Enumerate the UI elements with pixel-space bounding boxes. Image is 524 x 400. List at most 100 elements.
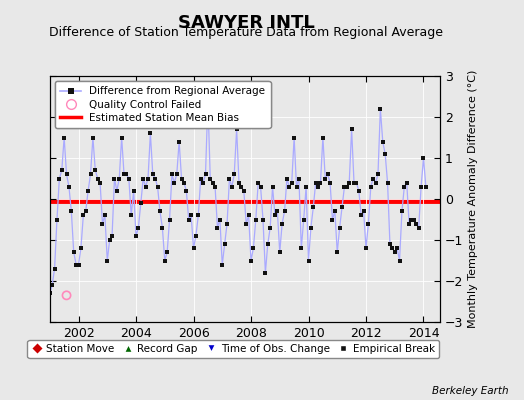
Point	[151, 175, 159, 182]
Point	[223, 220, 231, 227]
Point	[266, 224, 275, 231]
Point	[163, 249, 171, 256]
Point	[374, 171, 382, 178]
Point	[160, 257, 169, 264]
Point	[400, 184, 409, 190]
Point	[304, 257, 313, 264]
Point	[254, 179, 263, 186]
Point	[115, 175, 124, 182]
Point	[328, 216, 336, 223]
Point	[294, 175, 303, 182]
Point	[264, 241, 272, 247]
Point	[235, 179, 243, 186]
Point	[343, 184, 351, 190]
Point	[350, 179, 358, 186]
Point	[364, 220, 373, 227]
Point	[390, 249, 399, 256]
Y-axis label: Monthly Temperature Anomaly Difference (°C): Monthly Temperature Anomaly Difference (…	[467, 70, 477, 328]
Point	[70, 249, 78, 256]
Point	[120, 171, 128, 178]
Point	[67, 208, 75, 214]
Point	[326, 179, 334, 186]
Point	[386, 241, 394, 247]
Point	[259, 216, 267, 223]
Point	[103, 257, 112, 264]
Point	[211, 184, 219, 190]
Text: Berkeley Earth: Berkeley Earth	[432, 386, 508, 396]
Point	[117, 134, 126, 141]
Point	[48, 282, 57, 288]
Point	[393, 245, 401, 251]
Point	[82, 208, 90, 214]
Point	[297, 245, 305, 251]
Point	[249, 245, 258, 251]
Point	[290, 134, 298, 141]
Point	[285, 184, 293, 190]
Point	[99, 220, 107, 227]
Point	[384, 179, 392, 186]
Point	[316, 179, 325, 186]
Point	[65, 184, 73, 190]
Point	[359, 208, 368, 214]
Point	[204, 98, 212, 104]
Point	[77, 245, 85, 251]
Point	[422, 184, 430, 190]
Point	[338, 204, 346, 210]
Point	[113, 188, 121, 194]
Point	[172, 171, 181, 178]
Point	[146, 130, 155, 136]
Point	[412, 220, 420, 227]
Point	[233, 126, 241, 132]
Point	[227, 184, 236, 190]
Point	[58, 167, 66, 174]
Point	[244, 212, 253, 218]
Point	[122, 171, 130, 178]
Point	[340, 184, 348, 190]
Text: Difference of Station Temperature Data from Regional Average: Difference of Station Temperature Data f…	[49, 26, 443, 39]
Point	[395, 257, 403, 264]
Point	[199, 179, 208, 186]
Point	[141, 184, 150, 190]
Point	[84, 188, 92, 194]
Point	[125, 175, 133, 182]
Point	[166, 216, 174, 223]
Point	[132, 233, 140, 239]
Point	[93, 175, 102, 182]
Point	[62, 171, 71, 178]
Point	[309, 204, 318, 210]
Point	[352, 179, 361, 186]
Point	[192, 233, 200, 239]
Point	[378, 138, 387, 145]
Point	[96, 179, 104, 186]
Point	[46, 290, 54, 296]
Point	[50, 266, 59, 272]
Point	[321, 175, 330, 182]
Point	[242, 220, 250, 227]
Point	[213, 224, 222, 231]
Point	[139, 175, 147, 182]
Point	[180, 179, 188, 186]
Point	[376, 106, 385, 112]
Point	[381, 151, 389, 157]
Legend: Difference from Regional Average, Quality Control Failed, Estimated Station Mean: Difference from Regional Average, Qualit…	[55, 81, 270, 128]
Point	[225, 175, 234, 182]
Point	[129, 188, 138, 194]
Point	[278, 220, 286, 227]
Point	[333, 249, 342, 256]
Point	[206, 175, 214, 182]
Point	[237, 184, 246, 190]
Point	[283, 175, 291, 182]
Point	[319, 134, 327, 141]
Point	[182, 188, 191, 194]
Point	[271, 212, 279, 218]
Point	[335, 224, 344, 231]
Point	[417, 184, 425, 190]
Point	[110, 175, 118, 182]
Point	[60, 134, 68, 141]
Point	[402, 179, 411, 186]
Point	[410, 216, 418, 223]
Point	[230, 171, 238, 178]
Point	[419, 155, 428, 161]
Point	[355, 188, 363, 194]
Point	[189, 245, 198, 251]
